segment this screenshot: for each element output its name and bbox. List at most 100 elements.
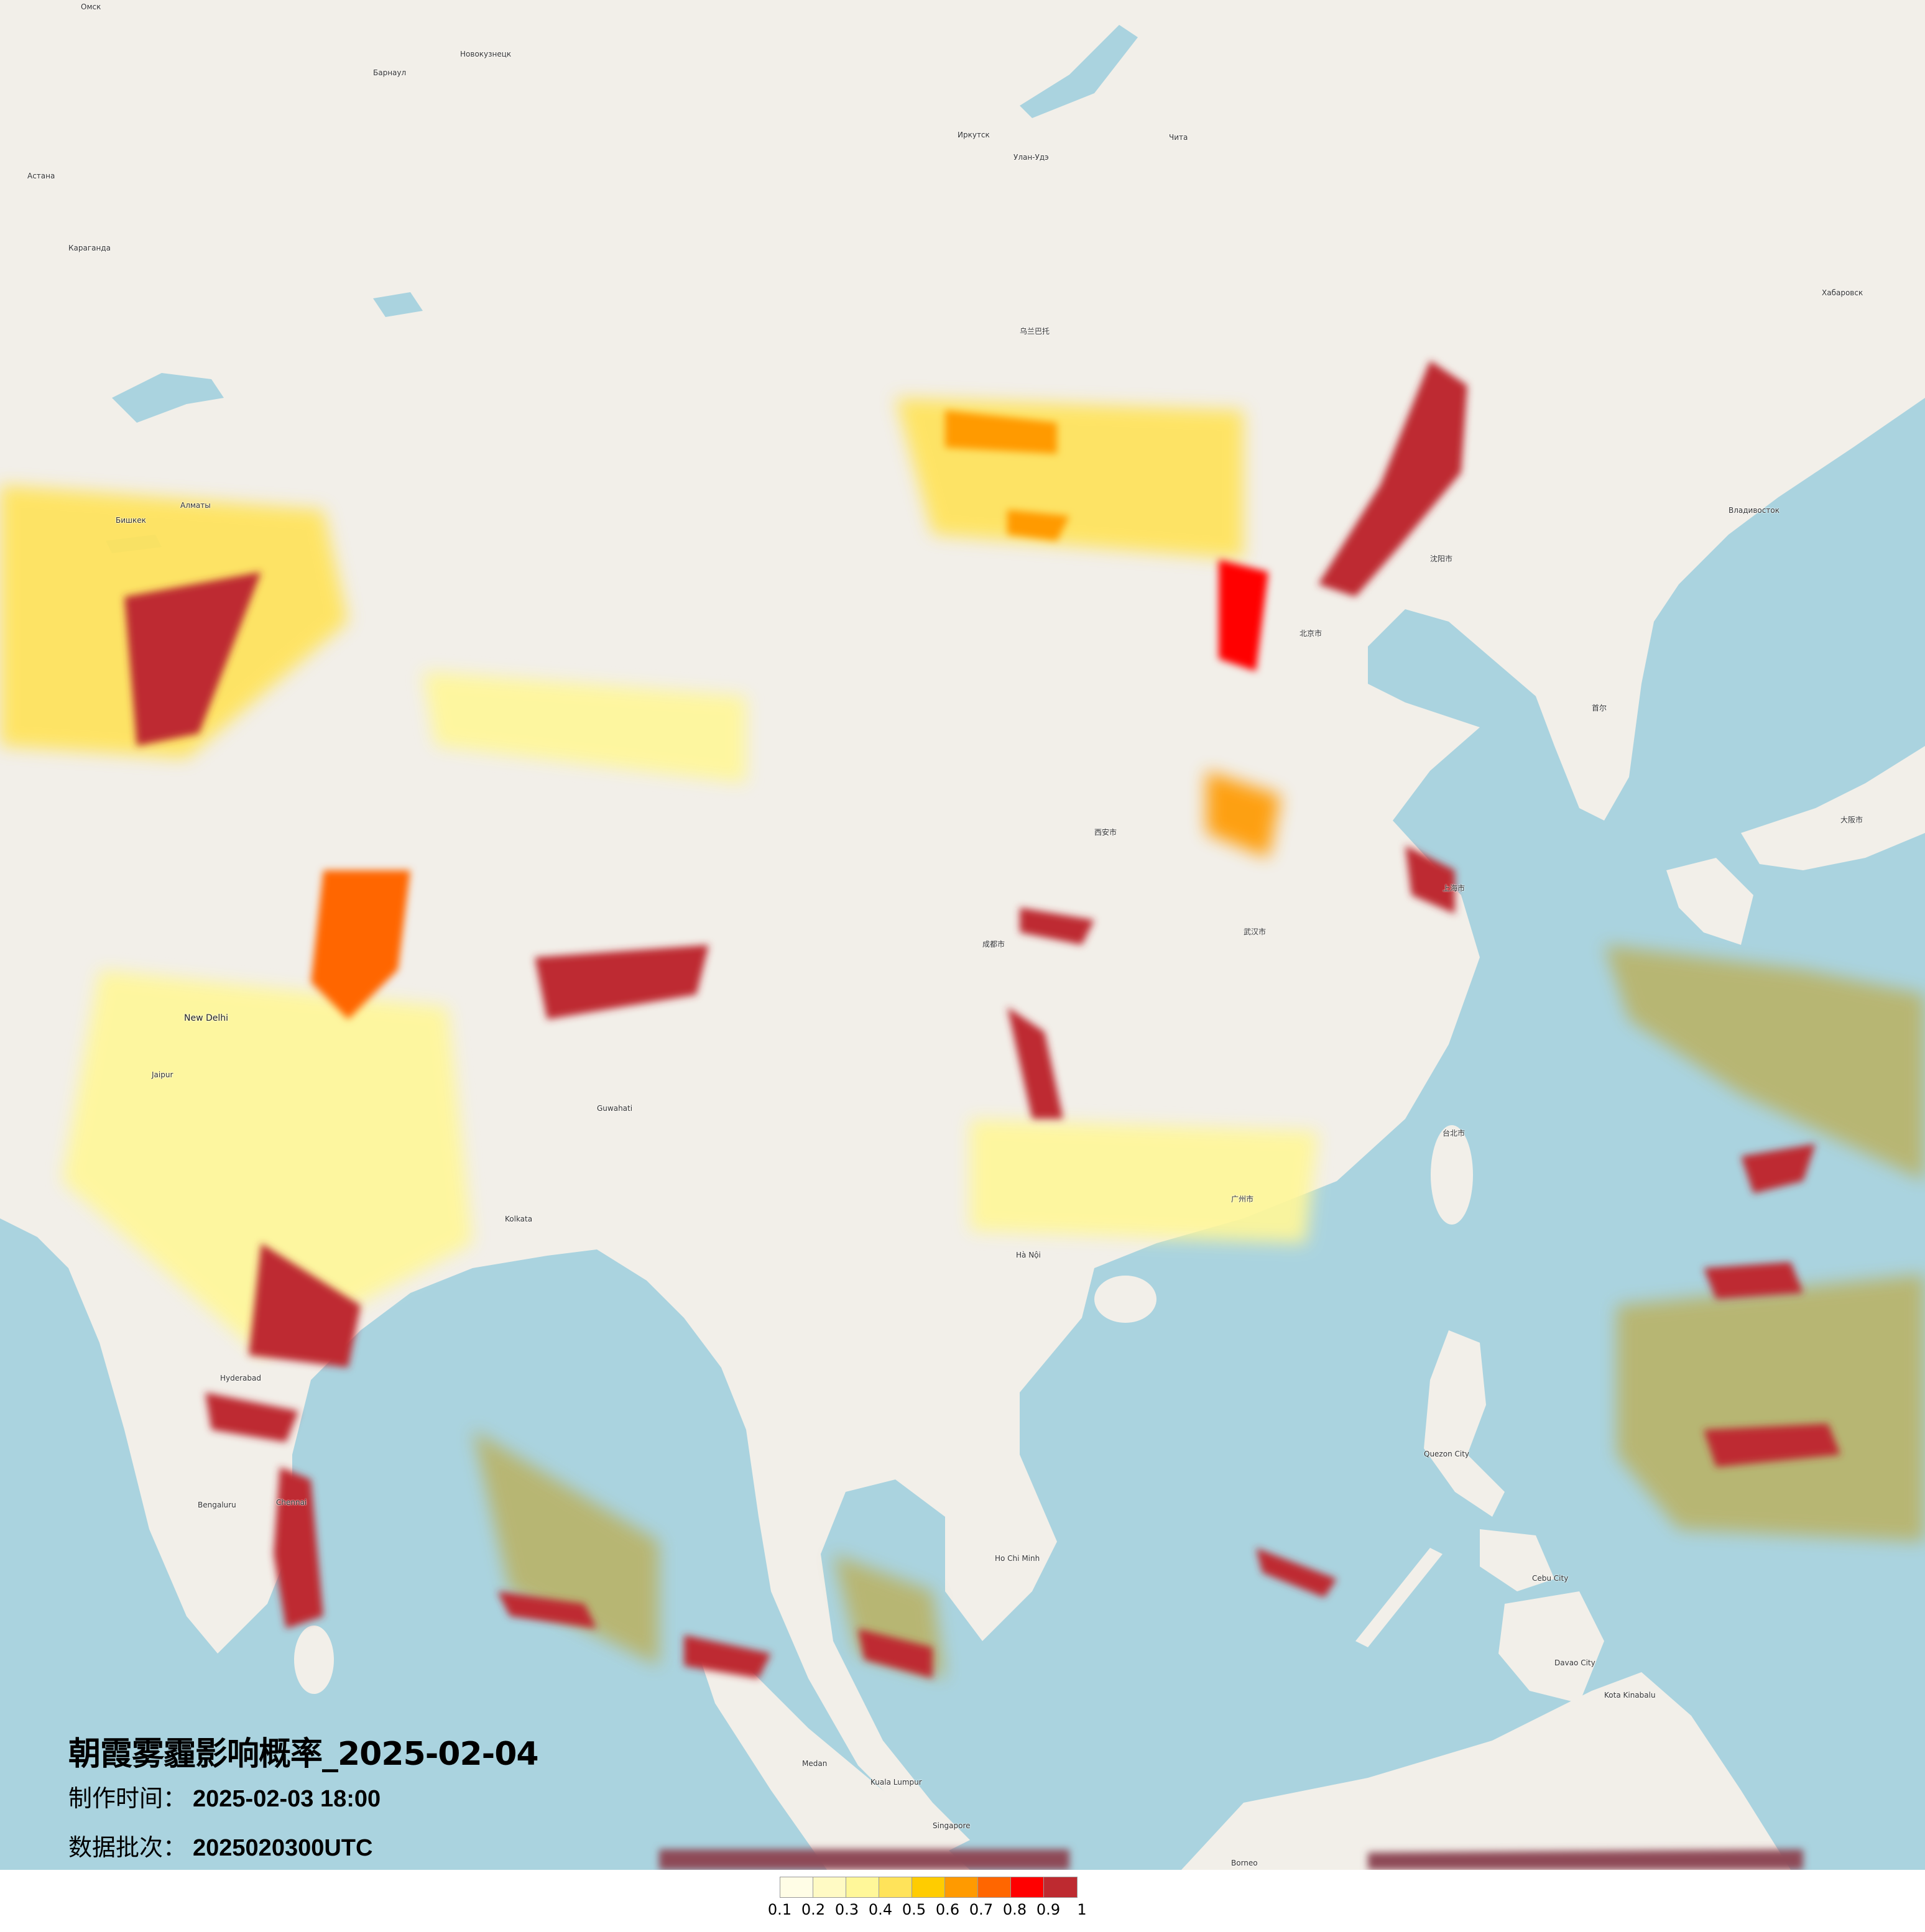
color-legend — [780, 1877, 1078, 1898]
haze-red — [1704, 1424, 1840, 1467]
haze-sea-low — [473, 1430, 659, 1666]
island-hainan — [1094, 1276, 1156, 1323]
map-label: Бишкек — [116, 516, 146, 525]
haze-orange — [945, 410, 1057, 454]
island-sri-lanka — [294, 1626, 334, 1694]
map-label: 台北市 — [1443, 1129, 1466, 1138]
haze-red — [1007, 1007, 1063, 1119]
haze-land-yellow — [970, 1119, 1318, 1243]
map-label: Омск — [81, 2, 101, 11]
island-sumatra — [696, 1647, 970, 1870]
legend-swatch — [978, 1877, 1011, 1897]
island-mindanao — [1498, 1591, 1604, 1703]
haze-red — [1318, 361, 1467, 597]
legend-tick-label: 0.6 — [935, 1901, 960, 1918]
legend-swatch — [813, 1877, 846, 1897]
map-label: Bengaluru — [198, 1501, 236, 1509]
map-label: Владивосток — [1729, 506, 1780, 515]
map-label: Hyderabad — [220, 1374, 261, 1382]
legend-swatch — [912, 1877, 945, 1897]
map-label: Барнаул — [373, 68, 407, 77]
data-batch: 数据批次： 2025020300UTC — [68, 1823, 538, 1872]
legend-tick-label: 0.5 — [902, 1901, 926, 1918]
map-label: New Delhi — [184, 1013, 229, 1023]
map-label: 首尔 — [1592, 704, 1607, 712]
haze-orange — [1007, 510, 1069, 541]
haze-red — [124, 572, 261, 746]
map-label: Караганда — [68, 244, 111, 252]
map-label: 大阪市 — [1840, 816, 1863, 824]
legend-swatch — [780, 1877, 813, 1897]
map-label: Алматы — [180, 501, 211, 510]
production-time: 制作时间： 2025-02-03 18:00 — [68, 1774, 538, 1823]
production-time-value: 2025-02-03 18:00 — [193, 1786, 381, 1812]
map-label: 成都市 — [982, 940, 1005, 949]
map-label: Hà Nội — [1016, 1251, 1041, 1259]
map-canvas[interactable] — [0, 0, 1925, 1870]
legend-tick-label: 0.4 — [868, 1901, 893, 1918]
haze-red — [1405, 845, 1455, 914]
lake-zaysan — [373, 292, 423, 317]
legend-swatch — [1044, 1877, 1077, 1897]
map-label: Medan — [802, 1759, 828, 1768]
island-palawan — [1355, 1548, 1443, 1647]
haze-red — [205, 1392, 298, 1442]
map-label: Guwahati — [597, 1104, 633, 1113]
map-label: Kuala Lumpur — [870, 1778, 922, 1787]
map-label: 沈阳市 — [1430, 554, 1453, 563]
legend-tick-label: 0.9 — [1036, 1901, 1061, 1918]
map-label: 上海市 — [1443, 884, 1466, 893]
map-label: Иркутск — [958, 131, 990, 139]
haze-red — [535, 945, 709, 1019]
map-label: Улан-Удэ — [1013, 153, 1049, 162]
haze-red — [1704, 1262, 1803, 1299]
legend-tick-label: 0.8 — [1002, 1901, 1027, 1918]
map-label: Ho Chi Minh — [995, 1554, 1040, 1563]
map-label: 乌兰巴托 — [1020, 327, 1050, 336]
haze-orange — [311, 870, 410, 1019]
map-label: 北京市 — [1299, 629, 1323, 638]
haze-red — [684, 1635, 771, 1678]
island-japan — [1666, 746, 1925, 945]
map-label: Jaipur — [152, 1070, 173, 1079]
legend-tick-label: 0.1 — [767, 1901, 792, 1918]
haze-core-layer — [124, 361, 1840, 1870]
haze-layer — [0, 398, 1925, 1678]
map-label: Cebu City — [1532, 1574, 1569, 1583]
map-label: Chennai — [276, 1498, 307, 1507]
data-batch-label: 数据批次： — [68, 1834, 187, 1861]
haze-red — [249, 1243, 361, 1368]
haze-land-yellow — [62, 970, 473, 1355]
map-info: 朝霞雾霾影响概率_2025-02-04 制作时间： 2025-02-03 18:0… — [68, 1734, 539, 1872]
map-label: Хабаровск — [1822, 288, 1863, 297]
haze-red — [1020, 908, 1094, 945]
map-label: 广州市 — [1231, 1195, 1254, 1203]
legend-tick-label: 0.2 — [801, 1901, 826, 1918]
map-label: Kolkata — [505, 1215, 533, 1223]
haze-red — [1741, 1144, 1816, 1194]
legend-swatch — [846, 1877, 879, 1897]
haze-red — [1219, 559, 1268, 671]
lake-balkhash — [112, 373, 224, 423]
data-batch-value: 2025020300UTC — [193, 1835, 373, 1861]
legend-tick-label: 0.3 — [834, 1901, 859, 1918]
legend-labels: 0.1 0.2 0.3 0.4 0.5 0.6 0.7 0.8 0.9 1 — [768, 1901, 1087, 1926]
legend-swatch — [945, 1877, 978, 1897]
map-label: 武汉市 — [1244, 927, 1267, 936]
map-label: Астана — [27, 172, 55, 180]
legend-swatch — [879, 1877, 912, 1897]
island-taiwan — [1431, 1125, 1473, 1225]
map-label: Чита — [1169, 133, 1188, 142]
haze-red — [497, 1591, 597, 1629]
haze-red — [858, 1629, 933, 1678]
haze-red — [274, 1467, 323, 1629]
legend-swatch — [1011, 1877, 1044, 1897]
production-time-label: 制作时间： — [68, 1785, 187, 1812]
map-label: Borneo — [1231, 1859, 1258, 1867]
haze-sea-low — [1617, 1274, 1925, 1542]
legend-tick-label: 1 — [1077, 1901, 1087, 1918]
map-title: 朝霞雾霾影响概率_2025-02-04 — [68, 1736, 539, 1773]
map-label: Davao City — [1554, 1658, 1595, 1667]
island-visayas — [1480, 1529, 1554, 1591]
haze-red — [1256, 1548, 1337, 1598]
